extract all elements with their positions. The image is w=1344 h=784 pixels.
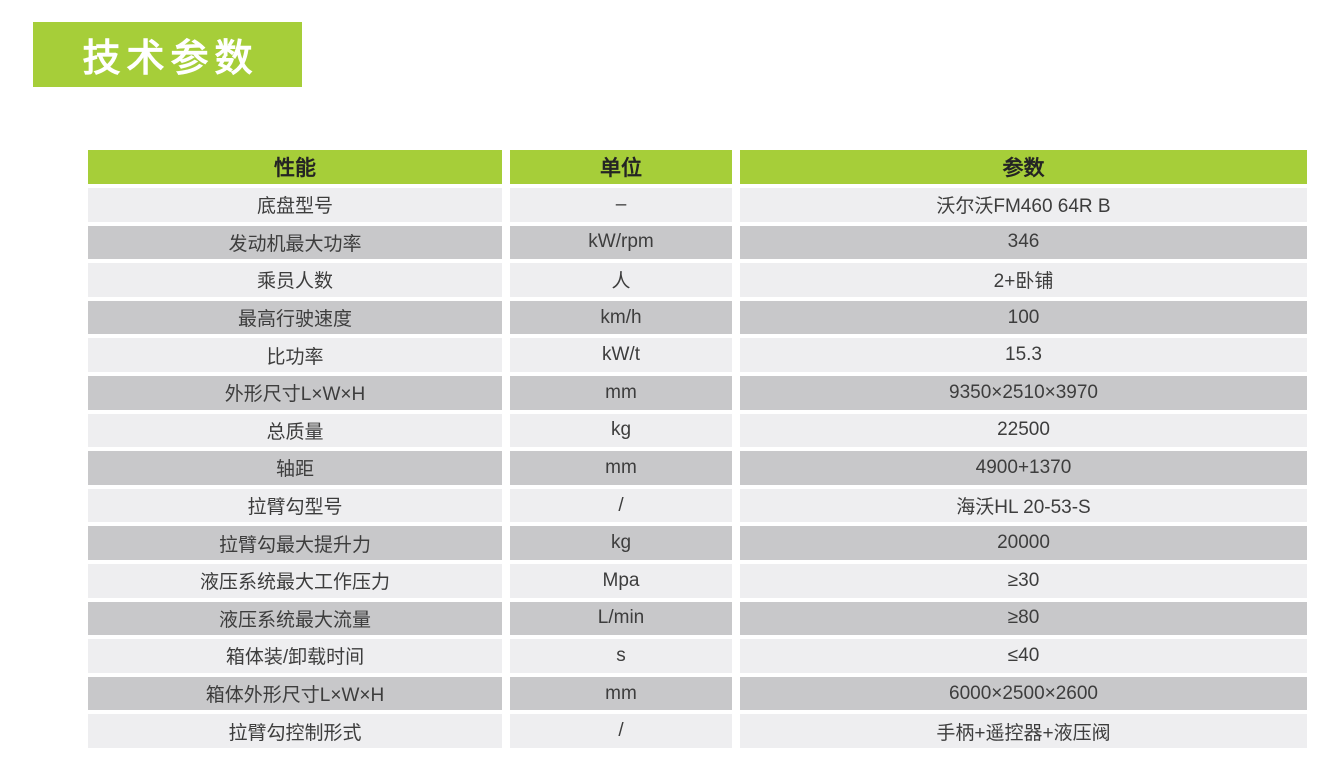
spec-cell-unit: 人: [510, 263, 732, 297]
spec-cell-unit: km/h: [510, 300, 732, 335]
spec-cell-value: 6000×2500×2600: [740, 676, 1307, 711]
page-title: 技术参数: [33, 22, 302, 87]
spec-cell-unit: kg: [510, 413, 732, 448]
spec-cell-performance: 拉臂勾型号: [88, 488, 502, 523]
spec-cell-value: 15.3: [740, 338, 1307, 372]
spec-cell-unit: /: [510, 714, 732, 748]
spec-cell-value: 海沃HL 20-53-S: [740, 488, 1307, 523]
spec-cell-unit: kW/t: [510, 338, 732, 372]
spec-cell-value: 22500: [740, 413, 1307, 448]
spec-cell-unit: /: [510, 488, 732, 523]
spec-cell-unit: kg: [510, 526, 732, 560]
spec-cell-performance: 箱体外形尺寸L×W×H: [88, 676, 502, 711]
spec-cell-value: 20000: [740, 526, 1307, 560]
column-header-parameter: 参数: [740, 150, 1307, 184]
column-header-performance: 性能: [88, 150, 502, 184]
spec-cell-unit: s: [510, 639, 732, 673]
spec-cell-value: 346: [740, 225, 1307, 260]
spec-cell-performance: 外形尺寸L×W×H: [88, 375, 502, 410]
spec-cell-unit: mm: [510, 451, 732, 485]
spec-cell-value: 2+卧铺: [740, 263, 1307, 297]
spec-cell-value: 4900+1370: [740, 451, 1307, 485]
spec-cell-unit: Mpa: [510, 563, 732, 598]
spec-table-body: 性能 单位 参数 底盘型号 – 沃尔沃FM460 64R B 发动机最大功率 kW/rp…: [88, 150, 1307, 748]
spec-cell-performance: 乘员人数: [88, 263, 502, 297]
spec-cell-performance: 拉臂勾最大提升力: [88, 526, 502, 560]
spec-cell-value: 100: [740, 300, 1307, 335]
spec-cell-performance: 液压系统最大流量: [88, 601, 502, 636]
spec-cell-value: 9350×2510×3970: [740, 375, 1307, 410]
spec-cell-performance: 拉臂勾控制形式: [88, 714, 502, 748]
spec-cell-performance: 液压系统最大工作压力: [88, 563, 502, 598]
spec-cell-value: ≤40: [740, 639, 1307, 673]
spec-cell-value: 沃尔沃FM460 64R B: [740, 188, 1307, 222]
column-header-unit: 单位: [510, 150, 732, 184]
spec-cell-unit: –: [510, 188, 732, 222]
spec-cell-performance: 最高行驶速度: [88, 300, 502, 335]
spec-cell-unit: L/min: [510, 601, 732, 636]
spec-cell-performance: 轴距: [88, 451, 502, 485]
spec-cell-performance: 底盘型号: [88, 188, 502, 222]
spec-cell-performance: 箱体装/卸载时间: [88, 639, 502, 673]
spec-cell-unit: mm: [510, 676, 732, 711]
spec-cell-value: ≥30: [740, 563, 1307, 598]
spec-cell-performance: 总质量: [88, 413, 502, 448]
spec-cell-value: ≥80: [740, 601, 1307, 636]
spec-cell-value: 手柄+遥控器+液压阀: [740, 714, 1307, 748]
spec-cell-performance: 发动机最大功率: [88, 225, 502, 260]
spec-cell-unit: mm: [510, 375, 732, 410]
spec-cell-unit: kW/rpm: [510, 225, 732, 260]
spec-cell-performance: 比功率: [88, 338, 502, 372]
